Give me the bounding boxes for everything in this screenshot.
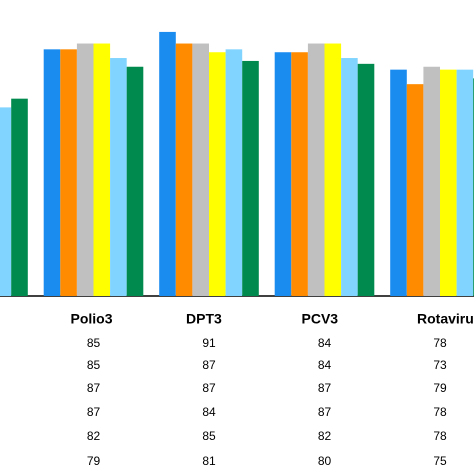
table-cell: 81 [202, 454, 216, 468]
bar [341, 58, 358, 296]
table-cell: 87 [87, 405, 101, 419]
table-cell: 91 [202, 336, 216, 350]
table-cell: 84 [202, 405, 216, 419]
bar [225, 49, 243, 297]
table-cell: 84 [318, 358, 332, 372]
bar [159, 31, 176, 296]
table-cell: 85 [87, 358, 101, 372]
table-cell: 78 [433, 429, 447, 443]
x-tick-label: Rotavirus [417, 311, 474, 327]
table-cell: 85 [202, 429, 216, 443]
bar [307, 43, 325, 296]
table-cell: 87 [87, 381, 101, 395]
bar [43, 49, 61, 297]
table-cell: 79 [87, 454, 101, 468]
table-cell: 82 [318, 429, 332, 443]
bar [0, 107, 12, 296]
table-cell: 82 [87, 429, 101, 443]
x-tick-label: PCV3 [302, 311, 339, 327]
table-cell: 75 [433, 454, 447, 468]
bar [209, 52, 226, 297]
bar [456, 69, 474, 296]
table-cell: 80 [318, 454, 332, 468]
table-cell: 87 [202, 381, 216, 395]
table-cell: 84 [318, 336, 332, 350]
table-cell: 85 [87, 336, 101, 350]
table-cell: 79 [433, 381, 447, 395]
bar [11, 98, 28, 297]
bar [192, 43, 209, 296]
bar [60, 49, 77, 297]
table-cell: 87 [202, 358, 216, 372]
table-cell: 78 [433, 405, 447, 419]
bar [406, 84, 424, 296]
bar [324, 43, 342, 296]
bar [440, 69, 457, 296]
bar [390, 69, 407, 296]
table-cell: 73 [433, 358, 447, 372]
bar [175, 43, 193, 296]
table-cell: 87 [318, 405, 332, 419]
bar [291, 52, 308, 297]
bar [423, 66, 440, 297]
bar [274, 52, 292, 297]
bar [126, 66, 144, 297]
bar [93, 43, 111, 296]
bar [76, 43, 94, 296]
table-cell: 78 [433, 336, 447, 350]
bar [357, 63, 375, 296]
x-tick-label: DPT3 [186, 311, 222, 327]
bar [242, 60, 259, 296]
x-tick-label: Polio3 [71, 311, 113, 327]
table-cell: 87 [318, 381, 332, 395]
bar [110, 58, 127, 296]
